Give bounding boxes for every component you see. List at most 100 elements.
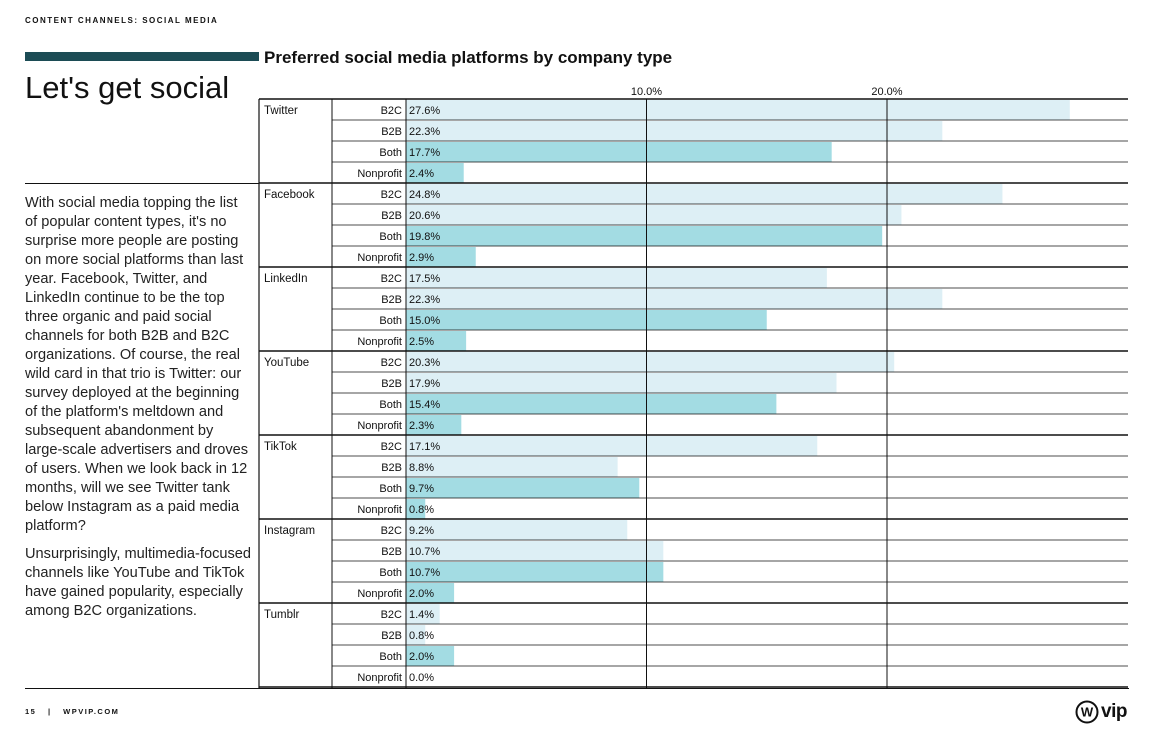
bar-twitter-b2c bbox=[406, 100, 1070, 120]
segment-label: Nonprofit bbox=[357, 252, 402, 264]
segment-label: Nonprofit bbox=[357, 504, 402, 516]
data-label: 2.5% bbox=[409, 336, 434, 348]
data-label: 0.8% bbox=[409, 504, 434, 516]
platform-label: Facebook bbox=[264, 189, 315, 201]
platform-label: Twitter bbox=[264, 105, 298, 117]
segment-label: Nonprofit bbox=[357, 336, 402, 348]
segment-label: B2B bbox=[381, 294, 402, 306]
platform-label: TikTok bbox=[264, 441, 297, 453]
data-label: 15.4% bbox=[409, 399, 440, 411]
bar-linkedin-nonprofit bbox=[406, 331, 467, 351]
segment-label: Nonprofit bbox=[357, 420, 402, 432]
data-label: 9.7% bbox=[409, 483, 434, 495]
bar-facebook-nonprofit bbox=[406, 247, 476, 267]
bar-facebook-b2c bbox=[406, 184, 1003, 204]
segment-label: B2C bbox=[381, 189, 402, 201]
footer-separator: | bbox=[47, 707, 52, 716]
data-label: 1.4% bbox=[409, 609, 434, 621]
data-label: 22.3% bbox=[409, 294, 440, 306]
body-copy: With social media topping the list of po… bbox=[25, 194, 253, 630]
segment-label: B2C bbox=[381, 525, 402, 537]
segment-label: B2C bbox=[381, 105, 402, 117]
bar-tumblr-both bbox=[406, 646, 455, 666]
bar-instagram-b2c bbox=[406, 520, 628, 540]
data-label: 15.0% bbox=[409, 315, 440, 327]
segment-label: B2B bbox=[381, 462, 402, 474]
data-label: 19.8% bbox=[409, 231, 440, 243]
data-label: 24.8% bbox=[409, 189, 440, 201]
footer-site: WPVIP.COM bbox=[63, 707, 120, 716]
data-label: 8.8% bbox=[409, 462, 434, 474]
bar-tiktok-b2c bbox=[406, 436, 818, 456]
data-label: 17.9% bbox=[409, 378, 440, 390]
bar-twitter-b2b bbox=[406, 121, 943, 141]
data-label: 17.7% bbox=[409, 147, 440, 159]
body-paragraph-2: Unsurprisingly, multimedia-focused chann… bbox=[25, 546, 252, 619]
body-paragraph-1: With social media topping the list of po… bbox=[25, 195, 249, 534]
data-label: 2.4% bbox=[409, 168, 434, 180]
bar-facebook-both bbox=[406, 226, 883, 246]
platform-label: Tumblr bbox=[264, 609, 300, 621]
segment-label: Both bbox=[379, 483, 402, 495]
accent-bar bbox=[25, 52, 259, 61]
bar-tumblr-b2c bbox=[406, 604, 440, 624]
bar-instagram-b2b bbox=[406, 541, 664, 561]
data-label: 22.3% bbox=[409, 126, 440, 138]
data-label: 20.3% bbox=[409, 357, 440, 369]
segment-label: Both bbox=[379, 315, 402, 327]
bar-tiktok-b2b bbox=[406, 457, 618, 477]
segment-label: B2B bbox=[381, 630, 402, 642]
bar-tiktok-nonprofit bbox=[406, 499, 426, 519]
platform-label: YouTube bbox=[264, 357, 309, 369]
bar-linkedin-both bbox=[406, 310, 767, 330]
data-label: 0.8% bbox=[409, 630, 434, 642]
bar-facebook-b2b bbox=[406, 205, 902, 225]
data-label: 27.6% bbox=[409, 105, 440, 117]
bar-youtube-b2b bbox=[406, 373, 837, 393]
bar-linkedin-b2c bbox=[406, 268, 827, 288]
bar-linkedin-b2b bbox=[406, 289, 943, 309]
svg-text:W: W bbox=[1081, 705, 1094, 720]
page-headline: Let's get social bbox=[25, 70, 230, 105]
platform-label: LinkedIn bbox=[264, 273, 307, 285]
segment-label: B2C bbox=[381, 273, 402, 285]
x-tick-label: 10.0% bbox=[631, 86, 662, 98]
segment-label: B2B bbox=[381, 126, 402, 138]
page-number: 15 bbox=[25, 707, 37, 716]
segment-label: Nonprofit bbox=[357, 168, 402, 180]
segment-label: Both bbox=[379, 651, 402, 663]
bar-twitter-nonprofit bbox=[406, 163, 464, 183]
bar-tumblr-b2b bbox=[406, 625, 426, 645]
bar-youtube-nonprofit bbox=[406, 415, 462, 435]
page-footer: 15 | WPVIP.COM bbox=[25, 707, 119, 716]
data-label: 17.1% bbox=[409, 441, 440, 453]
bottom-rule bbox=[25, 688, 1129, 689]
data-label: 10.7% bbox=[409, 546, 440, 558]
logo-text: vip bbox=[1101, 701, 1127, 722]
platform-label: Instagram bbox=[264, 525, 315, 537]
segment-label: B2B bbox=[381, 210, 402, 222]
chart-title: Preferred social media platforms by comp… bbox=[264, 48, 673, 67]
segment-label: B2B bbox=[381, 378, 402, 390]
segment-label: Both bbox=[379, 567, 402, 579]
data-label: 20.6% bbox=[409, 210, 440, 222]
data-label: 17.5% bbox=[409, 273, 440, 285]
wordpress-icon: W bbox=[1075, 700, 1099, 724]
x-tick-label: 20.0% bbox=[871, 86, 902, 98]
data-label: 2.9% bbox=[409, 252, 434, 264]
left-divider bbox=[25, 183, 259, 184]
segment-label: B2C bbox=[381, 609, 402, 621]
segment-label: B2C bbox=[381, 441, 402, 453]
bar-twitter-both bbox=[406, 142, 832, 162]
vip-logo[interactable]: W vip bbox=[1075, 700, 1127, 724]
data-label: 10.7% bbox=[409, 567, 440, 579]
data-label: 2.3% bbox=[409, 420, 434, 432]
bar-tiktok-both bbox=[406, 478, 640, 498]
data-label: 0.0% bbox=[409, 672, 434, 684]
segment-label: B2B bbox=[381, 546, 402, 558]
segment-label: Both bbox=[379, 399, 402, 411]
segment-label: Nonprofit bbox=[357, 672, 402, 684]
section-label: CONTENT CHANNELS: SOCIAL MEDIA bbox=[25, 16, 219, 25]
segment-label: B2C bbox=[381, 357, 402, 369]
